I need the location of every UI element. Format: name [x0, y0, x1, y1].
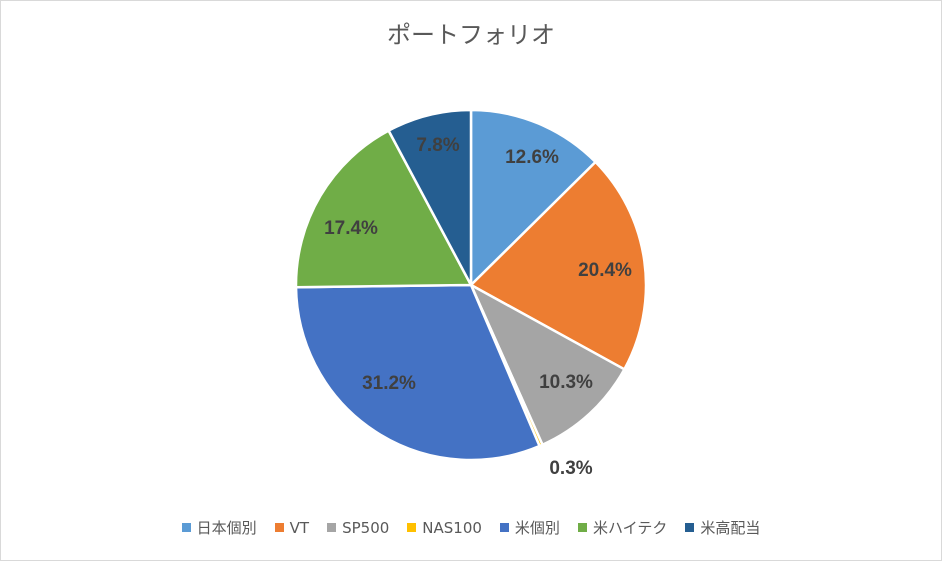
legend-item-1: 日本個別 — [181, 517, 257, 538]
data-label-5: 31.2% — [362, 373, 416, 394]
legend-swatch-6 — [577, 523, 587, 532]
legend-item-4: NAS100 — [407, 519, 482, 537]
pie-slice-3 — [469, 283, 626, 446]
legend-item-7: 米高配当 — [685, 517, 760, 538]
legend-item-3: SP500 — [327, 519, 389, 537]
legend-label-3: SP500 — [342, 518, 390, 537]
chart-title: ポートフォリオ — [387, 21, 555, 49]
chart-legend: 日本個別 VT SP500 NAS100 米個別 米ハイテク 米高配当 — [1, 517, 941, 538]
legend-label-5: 米個別 — [514, 519, 560, 537]
legend-swatch-5 — [499, 523, 509, 532]
data-label-6: 17.4% — [324, 218, 378, 239]
legend-item-5: 米個別 — [499, 517, 560, 538]
data-label-3: 10.3% — [539, 372, 593, 393]
data-label-1: 12.6% — [505, 147, 559, 168]
legend-label-7: 米高配当 — [700, 519, 761, 537]
legend-swatch-2 — [274, 523, 284, 532]
legend-item-2: VT — [274, 518, 310, 537]
legend-swatch-3 — [327, 523, 337, 532]
legend-label-1: 日本個別 — [196, 519, 257, 537]
legend-swatch-7 — [685, 523, 695, 532]
legend-label-4: NAS100 — [422, 518, 482, 537]
data-label-7: 7.8% — [416, 135, 459, 156]
legend-label-2: VT — [289, 518, 310, 537]
legend-swatch-4 — [407, 523, 417, 532]
legend-item-6: 米ハイテク — [577, 517, 668, 538]
pie-slice-6 — [294, 129, 473, 289]
pie-slice-5 — [294, 283, 541, 462]
legend-swatch-1 — [181, 523, 191, 532]
pie-slice-2 — [469, 160, 648, 371]
pie-slice-7 — [387, 108, 473, 287]
data-label-4: 0.3% — [549, 458, 592, 479]
pie-slice-1 — [469, 108, 597, 287]
data-label-2: 20.4% — [578, 260, 632, 281]
legend-label-6: 米ハイテク — [592, 519, 668, 537]
